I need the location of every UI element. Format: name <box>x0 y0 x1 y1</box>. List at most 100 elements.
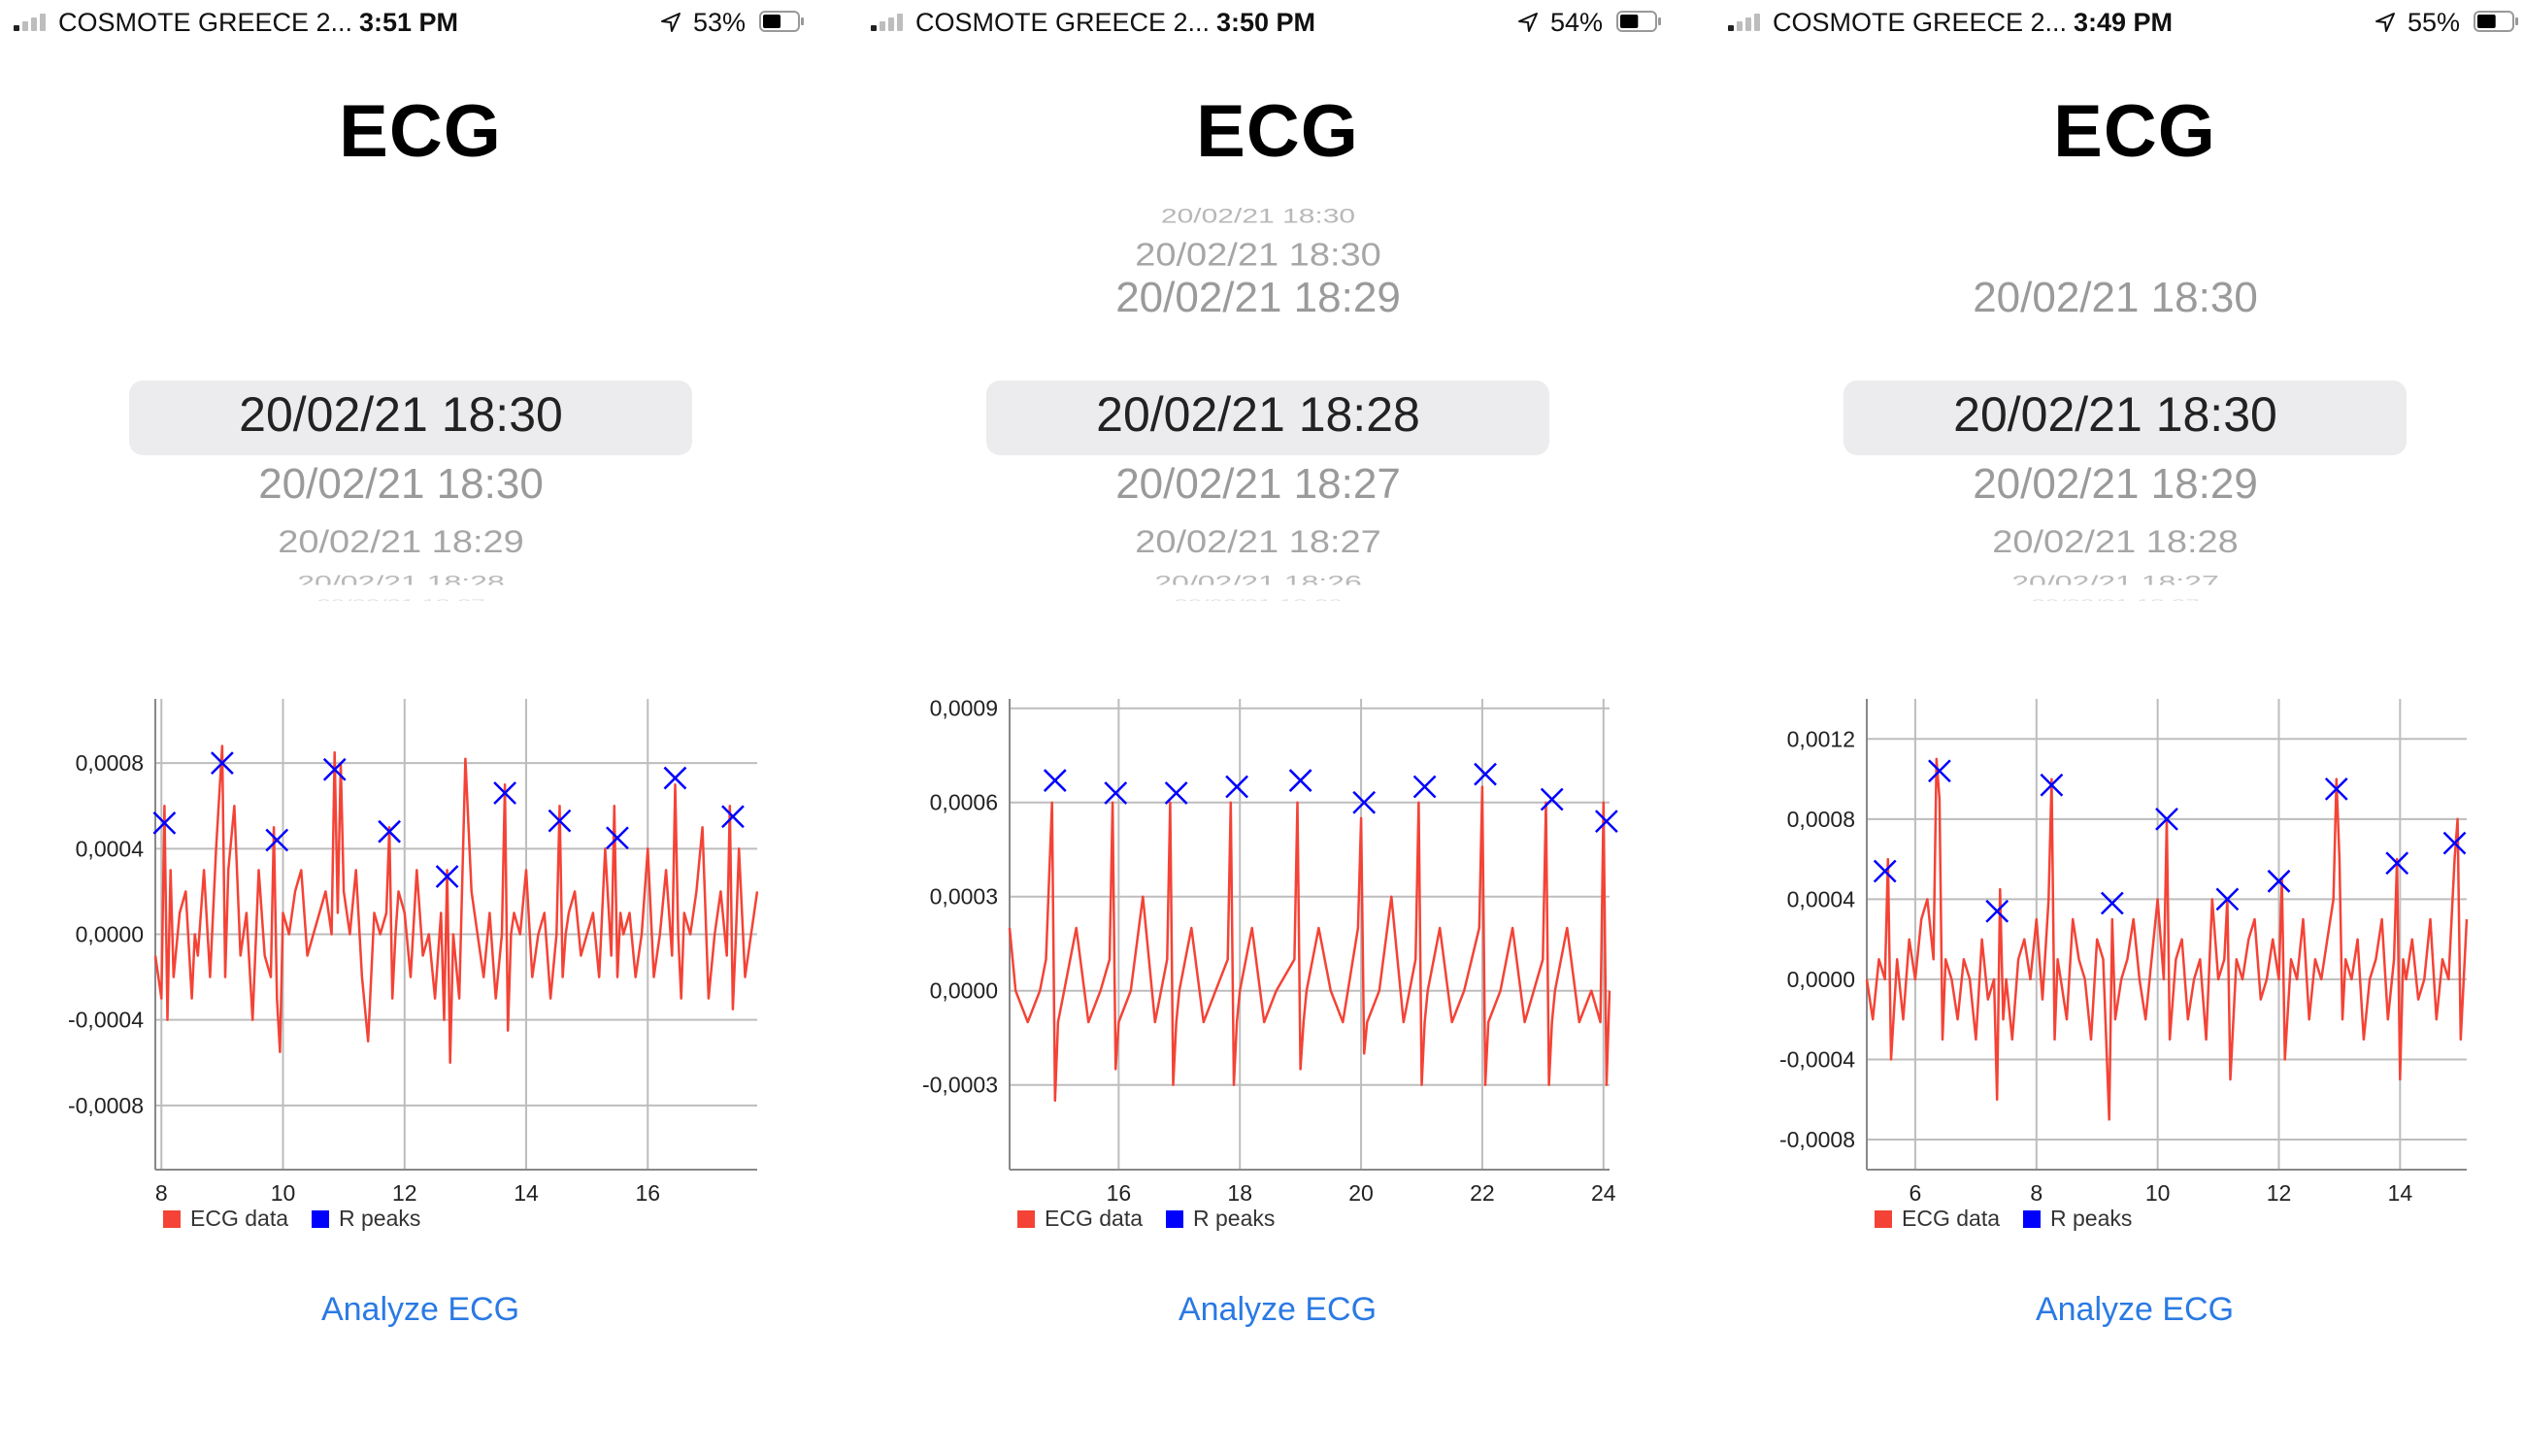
chart-legend: ECG data R peaks <box>1875 1206 2155 1235</box>
legend-label: ECG data <box>190 1206 288 1231</box>
analyze-ecg-button[interactable]: Analyze ECG <box>320 1291 520 1328</box>
x-tick-label: 18 <box>1227 1180 1252 1206</box>
r-peak-marker <box>2324 777 2348 801</box>
picker-row[interactable]: 20/02/21 18:29 <box>1973 460 2258 508</box>
analyze-ecg-button[interactable]: Analyze ECG <box>1178 1291 1378 1328</box>
signal-icon <box>14 10 52 31</box>
chart-legend: ECG data R peaks <box>1017 1206 1298 1235</box>
ecg-data-line <box>1865 757 2469 1121</box>
picker-selection-highlight <box>129 381 692 455</box>
page-title: ECG <box>1196 90 1359 173</box>
picker-selected-row[interactable]: 20/02/21 18:28 <box>1096 387 1420 442</box>
y-tick-label: -0,0008 <box>68 1093 144 1118</box>
ecg-chart-svg: 6 8 10 12 14 -0,0008 -0,0004 0,0000 0,0004 0,0008… <box>1779 699 2469 1206</box>
r-peak-marker <box>1352 790 1377 814</box>
picker-row[interactable]: 20/02/21 18:29 <box>278 524 524 556</box>
legend-label: R peaks <box>1193 1206 1276 1231</box>
r-peak-marker <box>1043 769 1067 792</box>
status-bar: COSMOTE GREECE 2... 3:50 PM 54% <box>857 0 1698 47</box>
status-time: 3:49 PM <box>2074 8 2174 37</box>
y-tick-label: 0,0003 <box>930 884 998 910</box>
picker-row[interactable]: 20/02/21 18:30 <box>1160 204 1356 228</box>
x-tick-label: 14 <box>2388 1180 2413 1206</box>
r-peak-marker <box>2100 891 2124 915</box>
picker-row[interactable]: 20/02/21 18:26 <box>857 597 1678 601</box>
picker-row[interactable]: 20/02/21 18:27 <box>0 597 821 601</box>
picker-row[interactable]: 20/02/21 18:30 <box>1135 237 1381 274</box>
picker-row[interactable]: 20/02/21 18:26 <box>1154 571 1362 585</box>
status-bar: COSMOTE GREECE 2... 3:51 PM 53% <box>0 0 841 47</box>
picker-selected-row[interactable]: 20/02/21 18:30 <box>239 387 563 442</box>
legend-label: R peaks <box>339 1206 421 1231</box>
r-peak-marker <box>1225 775 1248 799</box>
x-tick-label: 8 <box>155 1180 168 1206</box>
legend-swatch <box>1875 1210 1892 1228</box>
picker-row[interactable]: 20/02/21 18:29 <box>1115 274 1401 321</box>
legend-item: R peaks <box>312 1206 420 1231</box>
picker-selection-highlight <box>986 381 1549 455</box>
picker-row[interactable]: 20/02/21 18:28 <box>297 571 505 585</box>
status-time: 3:50 PM <box>1216 8 1316 37</box>
r-peak-marker <box>2385 851 2409 876</box>
chart-legend: ECG data R peaks <box>163 1206 444 1235</box>
date-picker-wheel[interactable]: 20/02/21 18:30 20/02/21 18:30 20/02/21 18:… <box>857 205 1698 612</box>
date-picker-wheel[interactable]: 20/02/21 18:30 20/02/21 18:30 20/02/21 18:… <box>1714 223 2524 612</box>
x-tick-label: 16 <box>635 1180 660 1206</box>
x-tick-label: 8 <box>2030 1180 2042 1206</box>
picker-row[interactable]: 20/02/21 18:28 <box>1992 524 2239 556</box>
picker-row[interactable]: 20/02/21 18:27 <box>1714 597 2524 601</box>
r-peak-marker <box>435 865 459 888</box>
signal-icon <box>1728 10 1767 31</box>
r-peak-marker <box>1985 899 2009 923</box>
ecg-chart-svg: 8 10 12 14 16 -0,0008 -0,0004 0,0000 0,0004 0,000… <box>68 699 759 1206</box>
picker-row[interactable]: 20/02/21 18:27 <box>2011 571 2219 585</box>
ecg-data-line <box>1008 785 1611 1103</box>
r-peak-marker <box>1928 759 1951 783</box>
ecg-chart: 16 18 20 22 24 -0,0003 0,0000 0,0003 0,0006 0,000… <box>857 679 1698 1242</box>
legend-item: R peaks <box>2023 1206 2132 1231</box>
legend-item: ECG data <box>1875 1206 2000 1231</box>
r-peak-marker <box>721 805 745 829</box>
location-arrow-icon <box>2375 13 2395 32</box>
ecg-chart-svg: 16 18 20 22 24 -0,0003 0,0000 0,0003 0,0006 0,000… <box>922 696 1618 1206</box>
r-peak-marker <box>1540 787 1564 811</box>
x-tick-label: 12 <box>2267 1180 2292 1206</box>
status-bar: COSMOTE GREECE 2... 3:49 PM 55% <box>1714 0 2524 47</box>
x-tick-label: 14 <box>514 1180 539 1206</box>
picker-selected-row[interactable]: 20/02/21 18:30 <box>1953 387 2277 442</box>
analyze-ecg-button[interactable]: Analyze ECG <box>2035 1291 2235 1328</box>
y-tick-label: -0,0003 <box>922 1073 998 1098</box>
x-tick-label: 24 <box>1591 1180 1616 1206</box>
ecg-chart: 6 8 10 12 14 -0,0008 -0,0004 0,0000 0,0004 0,0008… <box>1714 679 2524 1242</box>
r-peak-marker <box>2215 887 2240 911</box>
carrier-name: COSMOTE GREECE 2... <box>1773 8 2068 37</box>
r-peak-marker <box>152 811 177 835</box>
battery-percent: 54% <box>1550 8 1604 37</box>
y-tick-label: 0,0008 <box>76 750 144 776</box>
signal-icon <box>871 10 910 31</box>
y-tick-label: 0,0004 <box>76 836 145 861</box>
y-tick-label: 0,0009 <box>930 696 998 721</box>
r-peak-marker <box>493 781 516 805</box>
r-peak-marker <box>1288 769 1312 792</box>
screen-2: COSMOTE GREECE 2... 3:50 PM 54% ECG 20/02/21… <box>857 0 1698 1456</box>
y-tick-label: 0,0000 <box>76 922 144 947</box>
r-peak-marker <box>2155 807 2178 831</box>
battery-percent: 53% <box>693 8 747 37</box>
picker-row[interactable]: 20/02/21 18:30 <box>1973 274 2258 321</box>
r-peak-marker <box>265 828 289 852</box>
y-tick-label: 0,0008 <box>1787 807 1855 832</box>
r-peak-marker <box>2040 773 2064 797</box>
picker-row[interactable]: 20/02/21 18:27 <box>1135 524 1381 556</box>
legend-item: ECG data <box>1017 1206 1143 1231</box>
legend-label: ECG data <box>1902 1206 2000 1231</box>
y-tick-label: 0,0004 <box>1787 886 1856 911</box>
r-peak-marker <box>1412 775 1437 799</box>
r-peak-marker <box>1104 781 1128 805</box>
picker-row[interactable]: 20/02/21 18:30 <box>258 460 544 508</box>
page-title: ECG <box>339 90 502 173</box>
picker-row[interactable]: 20/02/21 18:27 <box>1115 460 1401 508</box>
legend-label: R peaks <box>2050 1206 2133 1231</box>
date-picker-wheel[interactable]: 20/02/21 18:30 20/02/21 18:30 20/02/21 18:… <box>0 223 841 612</box>
r-peak-marker <box>548 809 572 833</box>
